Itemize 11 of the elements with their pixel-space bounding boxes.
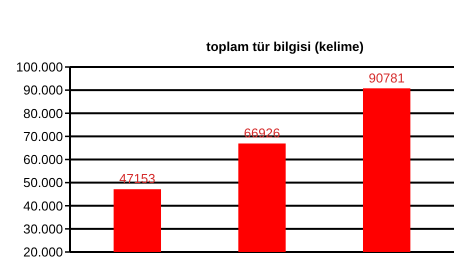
y-tick-label: 80.000 <box>23 106 63 121</box>
y-tick-label: 70.000 <box>23 128 63 144</box>
y-tick-label: 90.000 <box>23 82 63 98</box>
y-tick-label: 60.000 <box>23 152 63 168</box>
y-tick-label: 40.000 <box>23 198 63 214</box>
y-tick-label: 20.000 <box>23 244 63 260</box>
chart-title: toplam tür bilgisi (kelime) <box>206 39 364 54</box>
y-tick-label: 100.000 <box>16 60 63 75</box>
data-label: 90781 <box>368 70 405 86</box>
y-tick-label: 30.000 <box>23 221 63 236</box>
y-tick-label: 50.000 <box>23 175 63 190</box>
